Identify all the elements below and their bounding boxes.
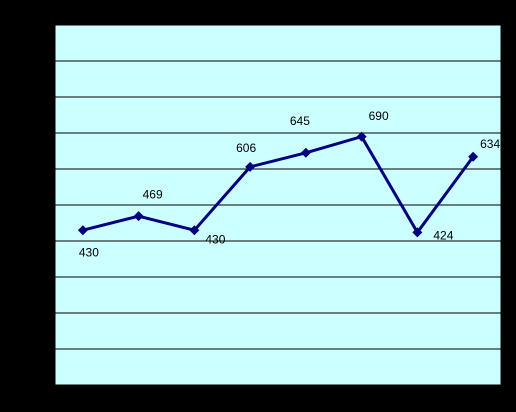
data-point [356,131,367,142]
data-label: 690 [369,109,389,123]
data-label: 469 [143,187,163,201]
data-label: 634 [480,137,500,151]
data-label: 424 [433,229,453,243]
data-point [133,211,144,222]
data-label: 645 [290,114,310,128]
data-label: 606 [236,141,256,155]
data-line [82,134,475,236]
data-point [245,161,256,172]
data-point [412,227,423,238]
data-label: 430 [79,245,99,259]
data-point [77,225,88,236]
data-point [189,225,200,236]
data-point [468,151,479,162]
data-label: 430 [205,232,225,246]
data-point [300,147,311,158]
